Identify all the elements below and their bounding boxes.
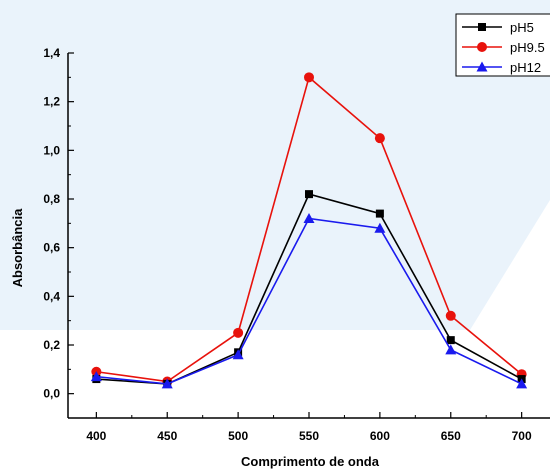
legend-label: pH9.5 bbox=[510, 40, 545, 55]
y-tick-label: 0,4 bbox=[43, 289, 60, 303]
data-point-square bbox=[446, 336, 455, 345]
data-point-triangle bbox=[374, 222, 386, 233]
legend: pH5 pH9.5 pH12 bbox=[455, 13, 550, 77]
series-layer bbox=[90, 72, 528, 389]
y-axis-label: Absorbância bbox=[10, 208, 25, 288]
data-point-circle bbox=[304, 72, 314, 83]
series-line bbox=[96, 75, 523, 383]
data-point-square bbox=[305, 190, 313, 199]
y-tick-label: 1,4 bbox=[43, 46, 60, 60]
data-point-triangle bbox=[516, 378, 528, 389]
x-axis-label: Comprimento de onda bbox=[241, 454, 380, 469]
legend-box bbox=[455, 13, 550, 77]
data-point-triangle bbox=[90, 371, 102, 382]
axes: 0,0 0,2 0,4 0,6 0,8 1,0 1,2 1,4 400 450 500 550 600 6… bbox=[43, 46, 550, 443]
series-ph12 bbox=[90, 212, 528, 389]
data-point-circle bbox=[445, 310, 456, 321]
series-line bbox=[96, 217, 522, 385]
data-point-circle bbox=[374, 133, 385, 144]
x-tick-label: 600 bbox=[370, 429, 390, 443]
x-tick-label: 550 bbox=[299, 429, 319, 443]
data-point-square bbox=[375, 209, 384, 218]
x-tick-label: 450 bbox=[157, 429, 177, 443]
x-tick-label: 700 bbox=[512, 429, 532, 443]
legend-label: pH5 bbox=[510, 20, 534, 35]
y-tick-label: 0,8 bbox=[43, 192, 60, 206]
data-point-triangle bbox=[476, 61, 488, 72]
x-tick-label: 400 bbox=[86, 429, 106, 443]
data-point-triangle bbox=[232, 349, 244, 360]
x-tick-label: 500 bbox=[228, 429, 248, 443]
data-point-circle bbox=[477, 42, 487, 52]
legend-label: pH12 bbox=[510, 60, 541, 75]
y-tick-label: 0,6 bbox=[43, 241, 60, 255]
data-point-triangle bbox=[303, 212, 315, 223]
y-tick-label: 0,0 bbox=[43, 387, 60, 401]
y-tick-label: 0,2 bbox=[43, 338, 60, 352]
data-point-circle bbox=[233, 327, 244, 338]
data-point-triangle bbox=[445, 344, 457, 355]
y-tick-label: 1,2 bbox=[43, 95, 60, 109]
x-tick-label: 650 bbox=[441, 429, 461, 443]
y-tick-label: 1,0 bbox=[43, 143, 60, 157]
data-point-triangle bbox=[161, 378, 173, 389]
series-ph9-5 bbox=[91, 72, 527, 387]
data-point-square bbox=[478, 23, 486, 31]
